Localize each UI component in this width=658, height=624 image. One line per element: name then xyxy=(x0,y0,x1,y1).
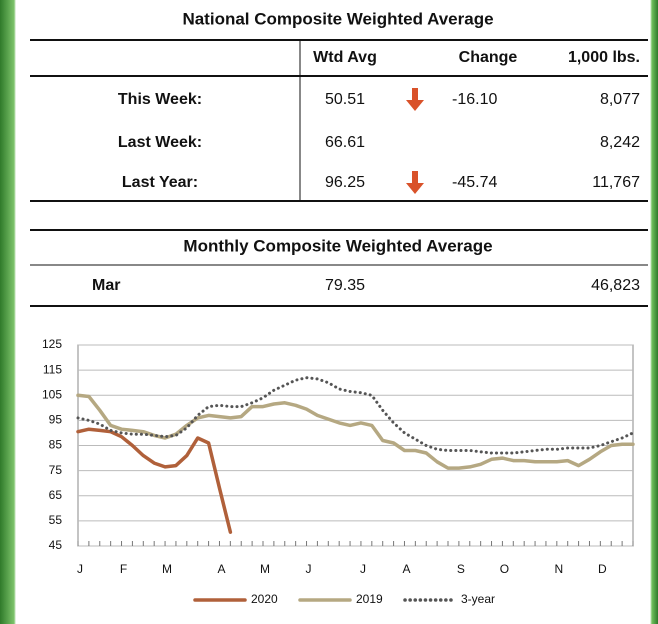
lbs: 8,242 xyxy=(600,134,640,151)
series-line xyxy=(76,427,233,534)
wtd-avg: 50.51 xyxy=(325,91,365,108)
x-tick-label: J xyxy=(306,562,312,576)
column-header: Wtd Avg xyxy=(313,49,377,66)
column-header: 1,000 lbs. xyxy=(568,49,640,66)
legend-label: 2020 xyxy=(251,592,278,606)
y-tick-label: 75 xyxy=(49,463,63,477)
x-tick-label: A xyxy=(402,562,410,576)
rows: This Week: 50.51 -16.10 8,077 Last Week: 66.6… xyxy=(118,88,640,194)
x-tick-label: A xyxy=(217,562,225,576)
row-label: Last Week: xyxy=(118,134,202,151)
down-arrow xyxy=(406,88,424,111)
chart: 45 55 65 75 85 95 105 115 125 J F M A M J J A S O N D 2020 201… xyxy=(42,337,635,606)
monthly-title: Monthly Composite Weighted Average xyxy=(183,236,492,255)
lbs: 46,823 xyxy=(591,277,640,294)
y-tick-label: 95 xyxy=(49,413,63,427)
y-tick-label: 105 xyxy=(42,387,62,401)
wtd-avg: 79.35 xyxy=(325,277,365,294)
x-tick-label: F xyxy=(120,562,127,576)
lbs: 8,077 xyxy=(600,91,640,108)
column-header: Change xyxy=(459,49,518,66)
y-tick-label: 125 xyxy=(42,337,62,351)
down-arrow xyxy=(406,171,424,194)
row-label: This Week: xyxy=(118,91,202,108)
x-tick-label: J xyxy=(360,562,366,576)
x-tick-label: M xyxy=(162,562,172,576)
y-tick-label: 115 xyxy=(43,362,62,376)
row-label: Last Year: xyxy=(122,174,198,191)
wtd-avg: 96.25 xyxy=(325,174,365,191)
x-tick-label: M xyxy=(260,562,270,576)
x-tick-label: S xyxy=(457,562,465,576)
row-label: Mar xyxy=(92,277,120,294)
x-tick-label: D xyxy=(598,562,607,576)
legend-label: 3-year xyxy=(461,592,495,606)
lbs: 11,767 xyxy=(592,174,640,191)
change: -45.74 xyxy=(452,174,497,191)
x-tick-label: J xyxy=(77,562,83,576)
series-line xyxy=(76,376,635,455)
x-tick-label: N xyxy=(554,562,563,576)
y-tick-label: 45 xyxy=(49,538,63,552)
legend-label: 2019 xyxy=(356,592,383,606)
y-tick-label: 55 xyxy=(49,513,63,527)
change: -16.10 xyxy=(452,91,497,108)
y-tick-label: 65 xyxy=(49,488,63,502)
x-tick-label: O xyxy=(500,562,509,576)
y-tick-label: 85 xyxy=(49,438,63,452)
wtd-avg: 66.61 xyxy=(325,134,365,151)
table-title: National Composite Weighted Average xyxy=(182,9,493,28)
